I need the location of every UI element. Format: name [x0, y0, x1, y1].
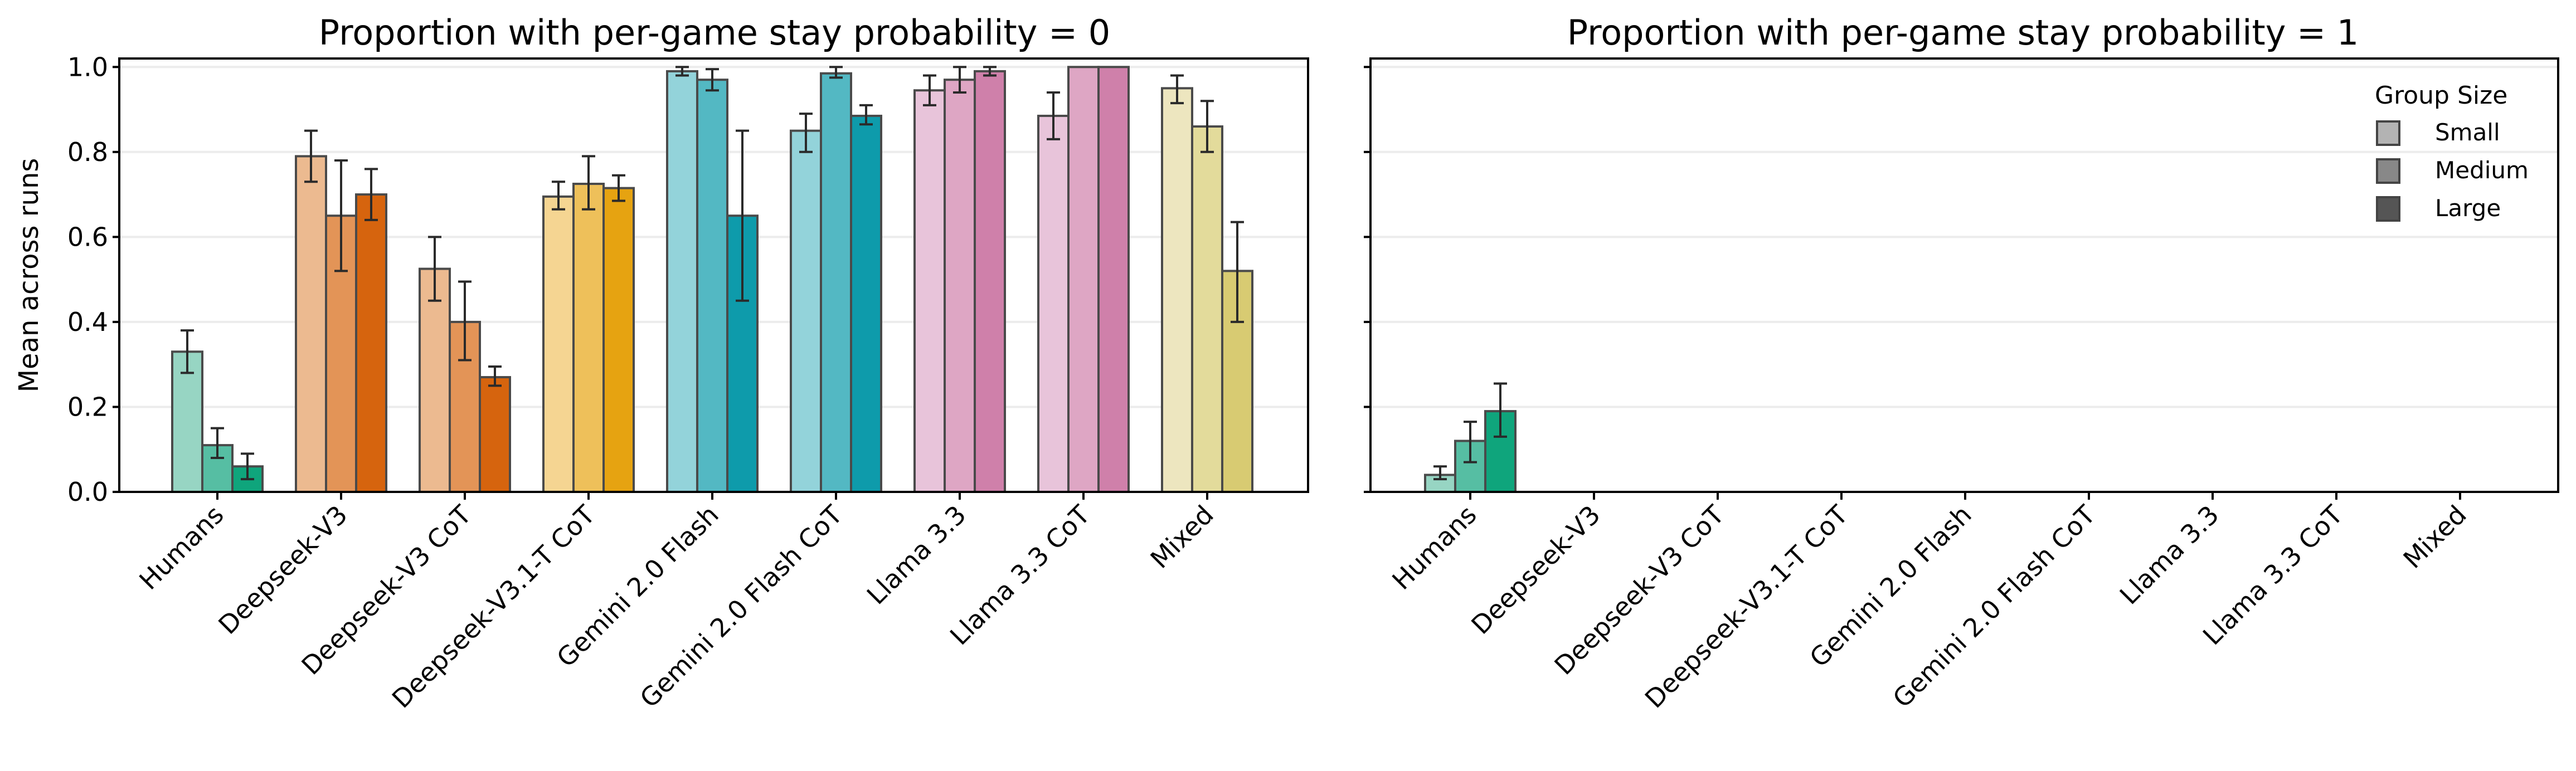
bar-large — [974, 70, 1006, 494]
bar-medium — [572, 183, 605, 493]
legend-label-large: Large — [2435, 194, 2501, 222]
left-panel: 0.0 0.2 0.4 0.6 0.8 1.0 HumansDeepseek-V3Deeps… — [67, 52, 1309, 714]
x-tick-label: Deepseek-V3.1-T CoT — [1639, 499, 1854, 714]
bar-small — [171, 350, 203, 494]
bar-large — [479, 376, 511, 494]
x-tick-label: Deepseek-V3 — [212, 500, 353, 640]
bar-small — [419, 267, 451, 493]
bar-medium — [820, 72, 852, 493]
x-tick-label: Gemini 2.0 Flash CoT — [1887, 499, 2102, 714]
bar-medium — [1191, 125, 1223, 493]
x-tick-label: Mixed — [1145, 500, 1219, 574]
bar-small — [542, 195, 575, 493]
x-tick-label: Humans — [1386, 500, 1482, 596]
legend-swatch-large — [2376, 196, 2400, 222]
legend: Group Size Small Medium Large — [2375, 81, 2529, 222]
y-tick-label: 0.4 — [67, 307, 108, 337]
axes-frame — [1369, 57, 2559, 493]
legend-swatch-medium — [2376, 158, 2400, 184]
left-chart-title: Proportion with per-game stay probabilit… — [319, 12, 1110, 53]
legend-title: Group Size — [2375, 81, 2507, 110]
bar-large — [850, 114, 882, 493]
bar-large — [1097, 66, 1130, 494]
legend-swatch-small — [2376, 120, 2400, 146]
bar-medium — [944, 79, 976, 493]
x-tick-label: Deepseek-V3 — [1465, 500, 1606, 640]
bar-small — [913, 89, 946, 494]
y-tick-label: 0.6 — [67, 222, 108, 252]
x-tick-label: Deepseek-V3.1-T CoT — [386, 499, 601, 714]
bar-small — [1037, 114, 1070, 493]
x-tick-label: Gemini 2.0 Flash CoT — [634, 499, 849, 714]
y-axis-label: Mean across runs — [13, 158, 45, 393]
bar-large — [355, 193, 387, 493]
bar-small — [666, 70, 698, 494]
bar-small — [1161, 87, 1193, 493]
y-tick-label: 0.8 — [67, 137, 108, 167]
bar-small — [295, 155, 327, 493]
bar-medium — [696, 79, 728, 493]
legend-label-small: Small — [2435, 119, 2500, 146]
bar-small — [790, 129, 822, 493]
x-tick-label: Llama 3.3 — [2114, 500, 2225, 611]
bar-medium — [1067, 66, 1100, 494]
y-tick-label: 1.0 — [67, 52, 108, 82]
right-chart-title: Proportion with per-game stay probabilit… — [1567, 12, 2359, 53]
x-tick-label: Humans — [133, 500, 229, 596]
axes-frame — [118, 57, 1309, 493]
x-tick-label: Llama 3.3 — [861, 500, 972, 611]
bar-large — [602, 187, 635, 493]
y-tick-label: 0.0 — [67, 477, 108, 507]
x-tick-label: Mixed — [2398, 500, 2472, 574]
y-tick-label: 0.2 — [67, 392, 108, 422]
legend-label-medium: Medium — [2435, 157, 2529, 184]
